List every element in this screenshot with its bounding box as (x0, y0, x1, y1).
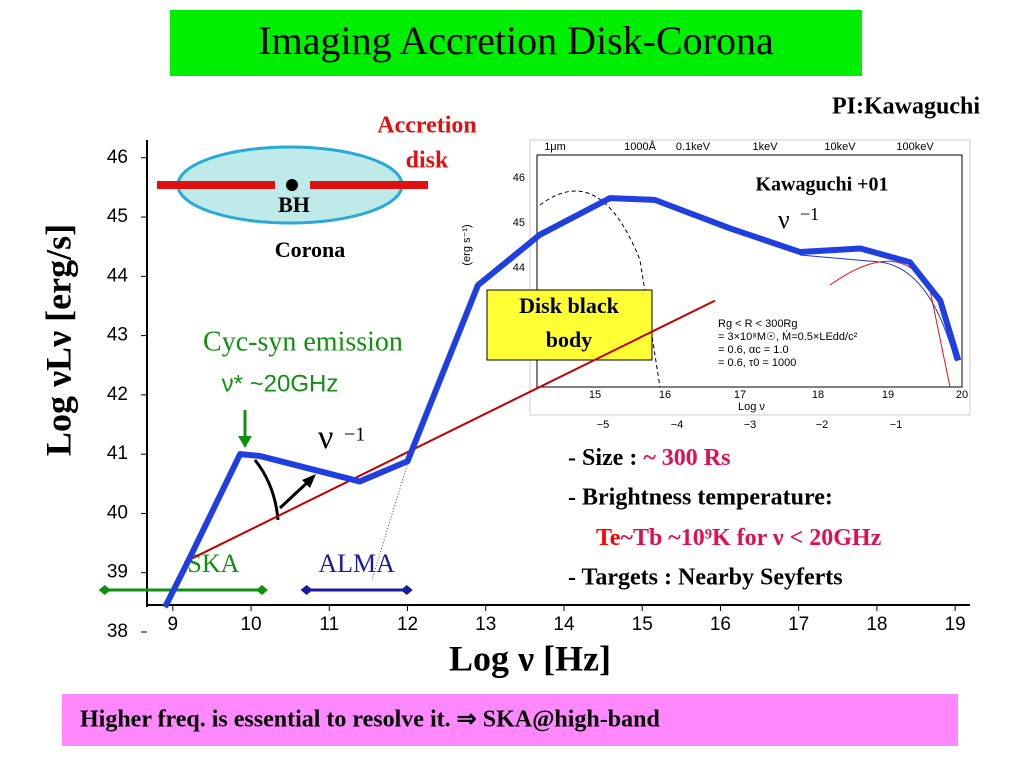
arrow-head (238, 436, 252, 448)
inset-top-label: 1μm (544, 141, 566, 153)
inset-exponent: −1 (800, 204, 819, 224)
inset-y-label: (erg s⁻¹) (461, 224, 473, 265)
inset-bottom-tick: −4 (671, 419, 684, 431)
inset: 1μm 1000Å 0.1keV 1keV 10keV 100keV 15 16 17 18 19 2… (461, 140, 968, 431)
inset-param: = 0.6, αc = 1.0 (718, 344, 789, 356)
band-end (300, 585, 313, 595)
inset-y-tick: 45 (513, 217, 525, 229)
arrow (278, 478, 312, 510)
band-label: ALMA (318, 549, 395, 578)
note: Te~Tb ~10⁹K for ν < 20GHz (596, 525, 882, 551)
inset-param: = 0.6, τ0 = 1000 (718, 357, 796, 369)
inset-bottom-tick: −1 (890, 419, 903, 431)
nu-star-label: ν* ~20GHz (222, 370, 339, 397)
inset-x-tick: 17 (734, 389, 746, 401)
inset-top-label: 0.1keV (676, 141, 711, 153)
bh-label: BH (278, 192, 310, 217)
inset-x-tick: 19 (882, 389, 894, 401)
y-tick-label: 43 (107, 325, 128, 346)
inset-y-tick: 44 (513, 262, 525, 274)
footer: Higher freq. is essential to resolve it.… (80, 707, 660, 733)
x-tick-label: 16 (710, 614, 731, 635)
band-label: SKA (187, 549, 239, 578)
inset-frame (536, 154, 963, 388)
inset-ref: Kawaguchi +01 (755, 174, 888, 196)
corona-label: Corona (275, 237, 346, 262)
x-tick-label: 19 (945, 614, 966, 635)
black-hole (286, 179, 298, 191)
nu-exponent: −1 (344, 424, 365, 446)
x-tick-label: 18 (866, 614, 887, 635)
title-box (170, 10, 862, 76)
y-tick-label: 40 (107, 502, 128, 523)
disk-bb-label: Disk black (519, 293, 619, 318)
x-tick-label: 13 (475, 614, 496, 635)
inset-nu: ν (778, 205, 790, 234)
inset-y-tick: 46 (513, 172, 525, 184)
y-tick-label: 44 (107, 265, 129, 286)
inset-param: = 3×10⁸M☉, Ṁ=0.5×LEdd/c² (718, 330, 858, 343)
y-tick-label: 46 (107, 147, 128, 168)
disk-bb-label: body (546, 327, 592, 352)
disk-label: disk (406, 148, 449, 174)
disk-bb-box (486, 289, 653, 361)
x-tick-label: 10 (240, 614, 261, 635)
note: - Brightness temperature: (568, 485, 833, 511)
inset-x-tick: 15 (589, 389, 601, 401)
cyc-syn-label: Cyc-syn emission (203, 326, 403, 357)
y-tick-label: 41 (107, 443, 128, 464)
series-line (184, 299, 716, 563)
y-tick-label: 39 (107, 562, 128, 583)
series-line (162, 195, 962, 609)
inset-param: Rg < R < 300Rg (718, 318, 798, 330)
inset-x-label: Log ν (738, 401, 765, 413)
inset-curve (799, 254, 956, 361)
y-tick-label: 38 (107, 621, 128, 642)
title: Imaging Accretion Disk-Corona (258, 18, 774, 63)
subtitle: PI:Kawaguchi (832, 94, 980, 120)
bracket (253, 459, 280, 521)
x-tick-label: 12 (397, 614, 418, 635)
inset-bottom-tick: −2 (816, 419, 829, 431)
y-tick-label: 45 (107, 206, 128, 227)
band-end (256, 585, 269, 595)
x-tick-label: 9 (168, 614, 179, 635)
x-axis-label: Log ν [Hz] (449, 638, 611, 678)
note: - Targets : Nearby Seyferts (568, 565, 843, 591)
inset-box (529, 139, 971, 416)
band-end (400, 585, 413, 595)
inset-x-tick: 16 (659, 389, 671, 401)
band-end (98, 585, 111, 595)
nu-label: ν (318, 419, 333, 456)
y-axis-label: Log νLν [erg/s] (38, 224, 78, 456)
footer-box (62, 694, 958, 746)
accretion-label: Accretion (377, 113, 477, 139)
inset-bottom-tick: −3 (744, 419, 757, 431)
dotted-line (371, 461, 409, 581)
inset-top-label: 100keV (896, 141, 934, 153)
x-tick-label: 14 (553, 614, 575, 635)
x-tick-label: 11 (319, 614, 339, 635)
inset-curve (539, 190, 661, 388)
note: - Size : ~ 300 Rs (568, 445, 730, 471)
inset-top-label: 1keV (752, 141, 778, 153)
inset-x-tick: 18 (812, 389, 824, 401)
x-tick-label: 15 (632, 614, 653, 635)
inset-top-label: 1000Å (624, 140, 656, 153)
x-tick-label: 17 (788, 614, 809, 635)
inset-x-tick: 20 (956, 389, 968, 401)
inset-bottom-tick: −5 (597, 419, 610, 431)
arrow-head (302, 474, 316, 488)
inset-top-label: 10keV (824, 141, 856, 153)
y-tick-label: 42 (107, 384, 128, 405)
